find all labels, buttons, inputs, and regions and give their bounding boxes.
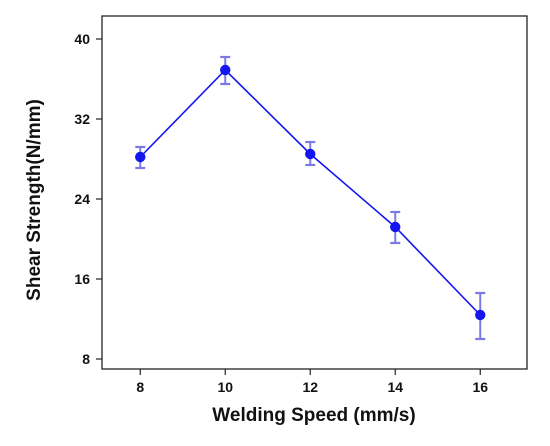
x-tick-label: 14 xyxy=(387,379,403,395)
y-axis: 8 16 24 32 40 xyxy=(74,31,102,367)
y-tick-label: 40 xyxy=(74,31,90,47)
y-tick-label: 24 xyxy=(74,191,90,207)
data-point xyxy=(305,148,316,160)
y-tick-label: 32 xyxy=(74,111,90,127)
data-series xyxy=(135,55,486,341)
x-axis-title: Welding Speed (mm/s) xyxy=(212,405,415,426)
x-tick-label: 8 xyxy=(136,379,144,395)
y-tick-label: 16 xyxy=(74,271,90,287)
data-point xyxy=(475,309,486,321)
x-tick-label: 10 xyxy=(217,379,233,395)
y-axis-title: Shear Strength(N/mm) xyxy=(24,99,45,301)
plot-area xyxy=(101,15,528,370)
data-point xyxy=(135,151,146,163)
data-point xyxy=(390,221,401,233)
x-tick-label: 12 xyxy=(302,379,318,395)
x-tick-label: 16 xyxy=(472,379,488,395)
x-axis: 8 10 12 14 16 xyxy=(136,369,488,395)
y-tick-label: 8 xyxy=(82,351,90,367)
data-point xyxy=(220,64,231,76)
